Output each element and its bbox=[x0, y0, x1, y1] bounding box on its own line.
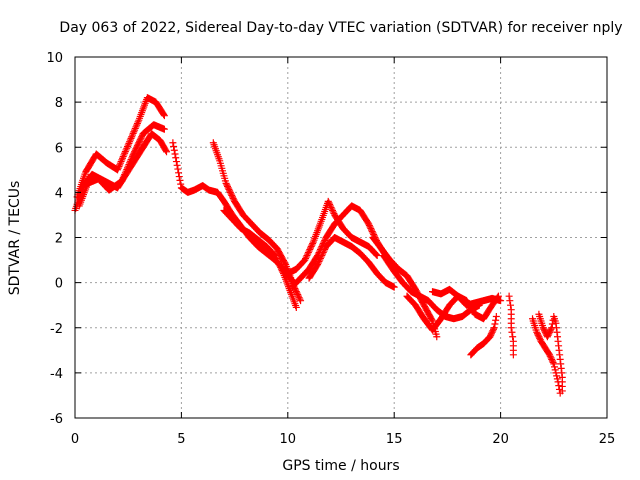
y-tick-label: -4 bbox=[50, 367, 63, 382]
y-tick-label: 6 bbox=[55, 141, 63, 156]
data-point bbox=[507, 302, 514, 309]
data-point bbox=[174, 166, 181, 173]
y-tick-label: -6 bbox=[50, 412, 63, 427]
data-point bbox=[555, 382, 562, 389]
data-point bbox=[172, 154, 179, 161]
data-point bbox=[176, 173, 183, 180]
data-point bbox=[174, 162, 181, 169]
data-point bbox=[508, 329, 515, 336]
data-point bbox=[176, 177, 183, 184]
sdtvar-chart: 0 5 10 15 20 25 -6 -4 -2 0 2 4 6 8 10 Day 063 of 2022,… bbox=[0, 0, 640, 480]
data-point bbox=[506, 297, 513, 304]
data-point bbox=[506, 293, 513, 300]
data-point bbox=[491, 320, 498, 327]
data-point bbox=[171, 147, 178, 154]
tick-layer: 0 5 10 15 20 25 -6 -4 -2 0 2 4 6 8 10 bbox=[46, 51, 615, 447]
x-tick-label: 0 bbox=[71, 432, 79, 447]
data-point bbox=[508, 324, 515, 331]
y-tick-label: 4 bbox=[55, 186, 63, 201]
data-point bbox=[509, 333, 516, 340]
data-point bbox=[510, 351, 517, 358]
data-point bbox=[169, 139, 176, 146]
series-track-o bbox=[506, 293, 517, 359]
series-track-e bbox=[210, 139, 304, 304]
x-tick-label: 20 bbox=[492, 432, 509, 447]
x-tick-label: 10 bbox=[280, 432, 297, 447]
y-tick-label: -2 bbox=[50, 322, 63, 337]
chart-title: Day 063 of 2022, Sidereal Day-to-day VTE… bbox=[59, 20, 622, 36]
data-point bbox=[493, 313, 500, 320]
y-tick-label: 2 bbox=[55, 232, 63, 247]
x-tick-label: 15 bbox=[386, 432, 403, 447]
y-tick-label: 8 bbox=[55, 96, 63, 111]
y-axis-title: SDTVAR / TECUs bbox=[7, 181, 23, 296]
data-point bbox=[492, 317, 499, 324]
y-tick-label: 0 bbox=[55, 277, 63, 292]
x-tick-label: 5 bbox=[177, 432, 185, 447]
x-axis-title: GPS time / hours bbox=[282, 458, 399, 474]
data-point bbox=[173, 158, 180, 165]
x-tick-label: 25 bbox=[599, 432, 616, 447]
y-tick-label: 10 bbox=[46, 51, 63, 66]
data-point bbox=[170, 143, 177, 150]
data-point bbox=[172, 151, 179, 158]
data-point bbox=[175, 169, 182, 176]
data-layer bbox=[72, 94, 566, 397]
